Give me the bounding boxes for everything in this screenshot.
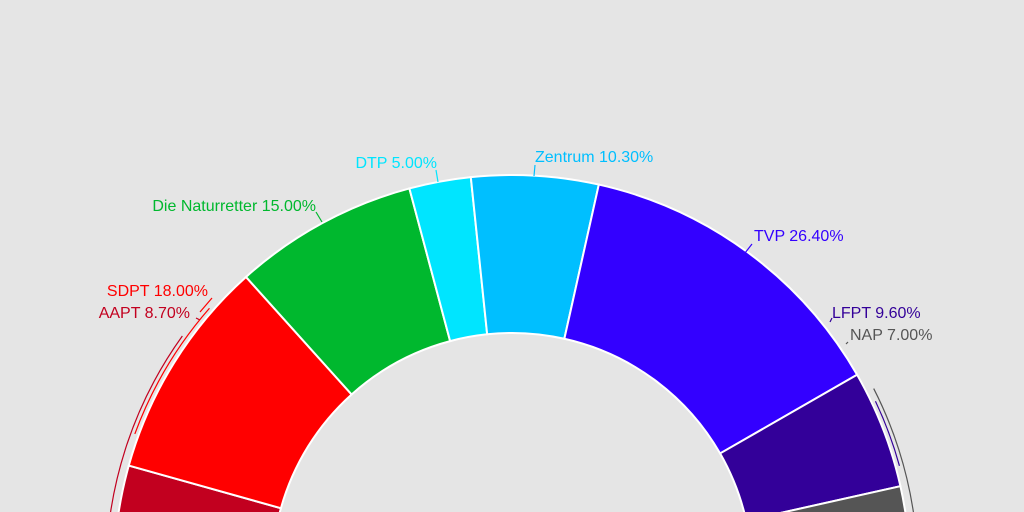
bracket-arc [134, 307, 210, 435]
leader-line [315, 211, 323, 223]
leader-line [533, 164, 536, 177]
bracket-arc [873, 388, 914, 512]
label-tvp: TVP 26.40% [754, 228, 844, 245]
leader-line [199, 297, 213, 313]
label-leader-lines [110, 164, 914, 512]
slice-nap[interactable] [746, 484, 910, 512]
label-aapt: AAPT 8.70% [99, 305, 190, 322]
chart-slices [117, 174, 910, 512]
bracket-arc [874, 400, 901, 466]
label-lfpt: LFPT 9.60% [832, 305, 921, 322]
bracket-arc [110, 335, 183, 512]
leader-line [845, 341, 849, 345]
label-die-naturretter: Die Naturretter 15.00% [152, 198, 316, 215]
label-zentrum: Zentrum 10.30% [535, 149, 653, 166]
label-sdpt: SDPT 18.00% [107, 283, 208, 300]
label-dtp: DTP 5.00% [355, 155, 437, 172]
leader-line [829, 317, 833, 323]
leader-line [435, 169, 439, 183]
leader-line [744, 243, 753, 254]
label-nap: NAP 7.00% [850, 327, 932, 344]
chart-labels: AAPT 8.70% SDPT 18.00% Die Naturretter 15.… [99, 149, 933, 344]
